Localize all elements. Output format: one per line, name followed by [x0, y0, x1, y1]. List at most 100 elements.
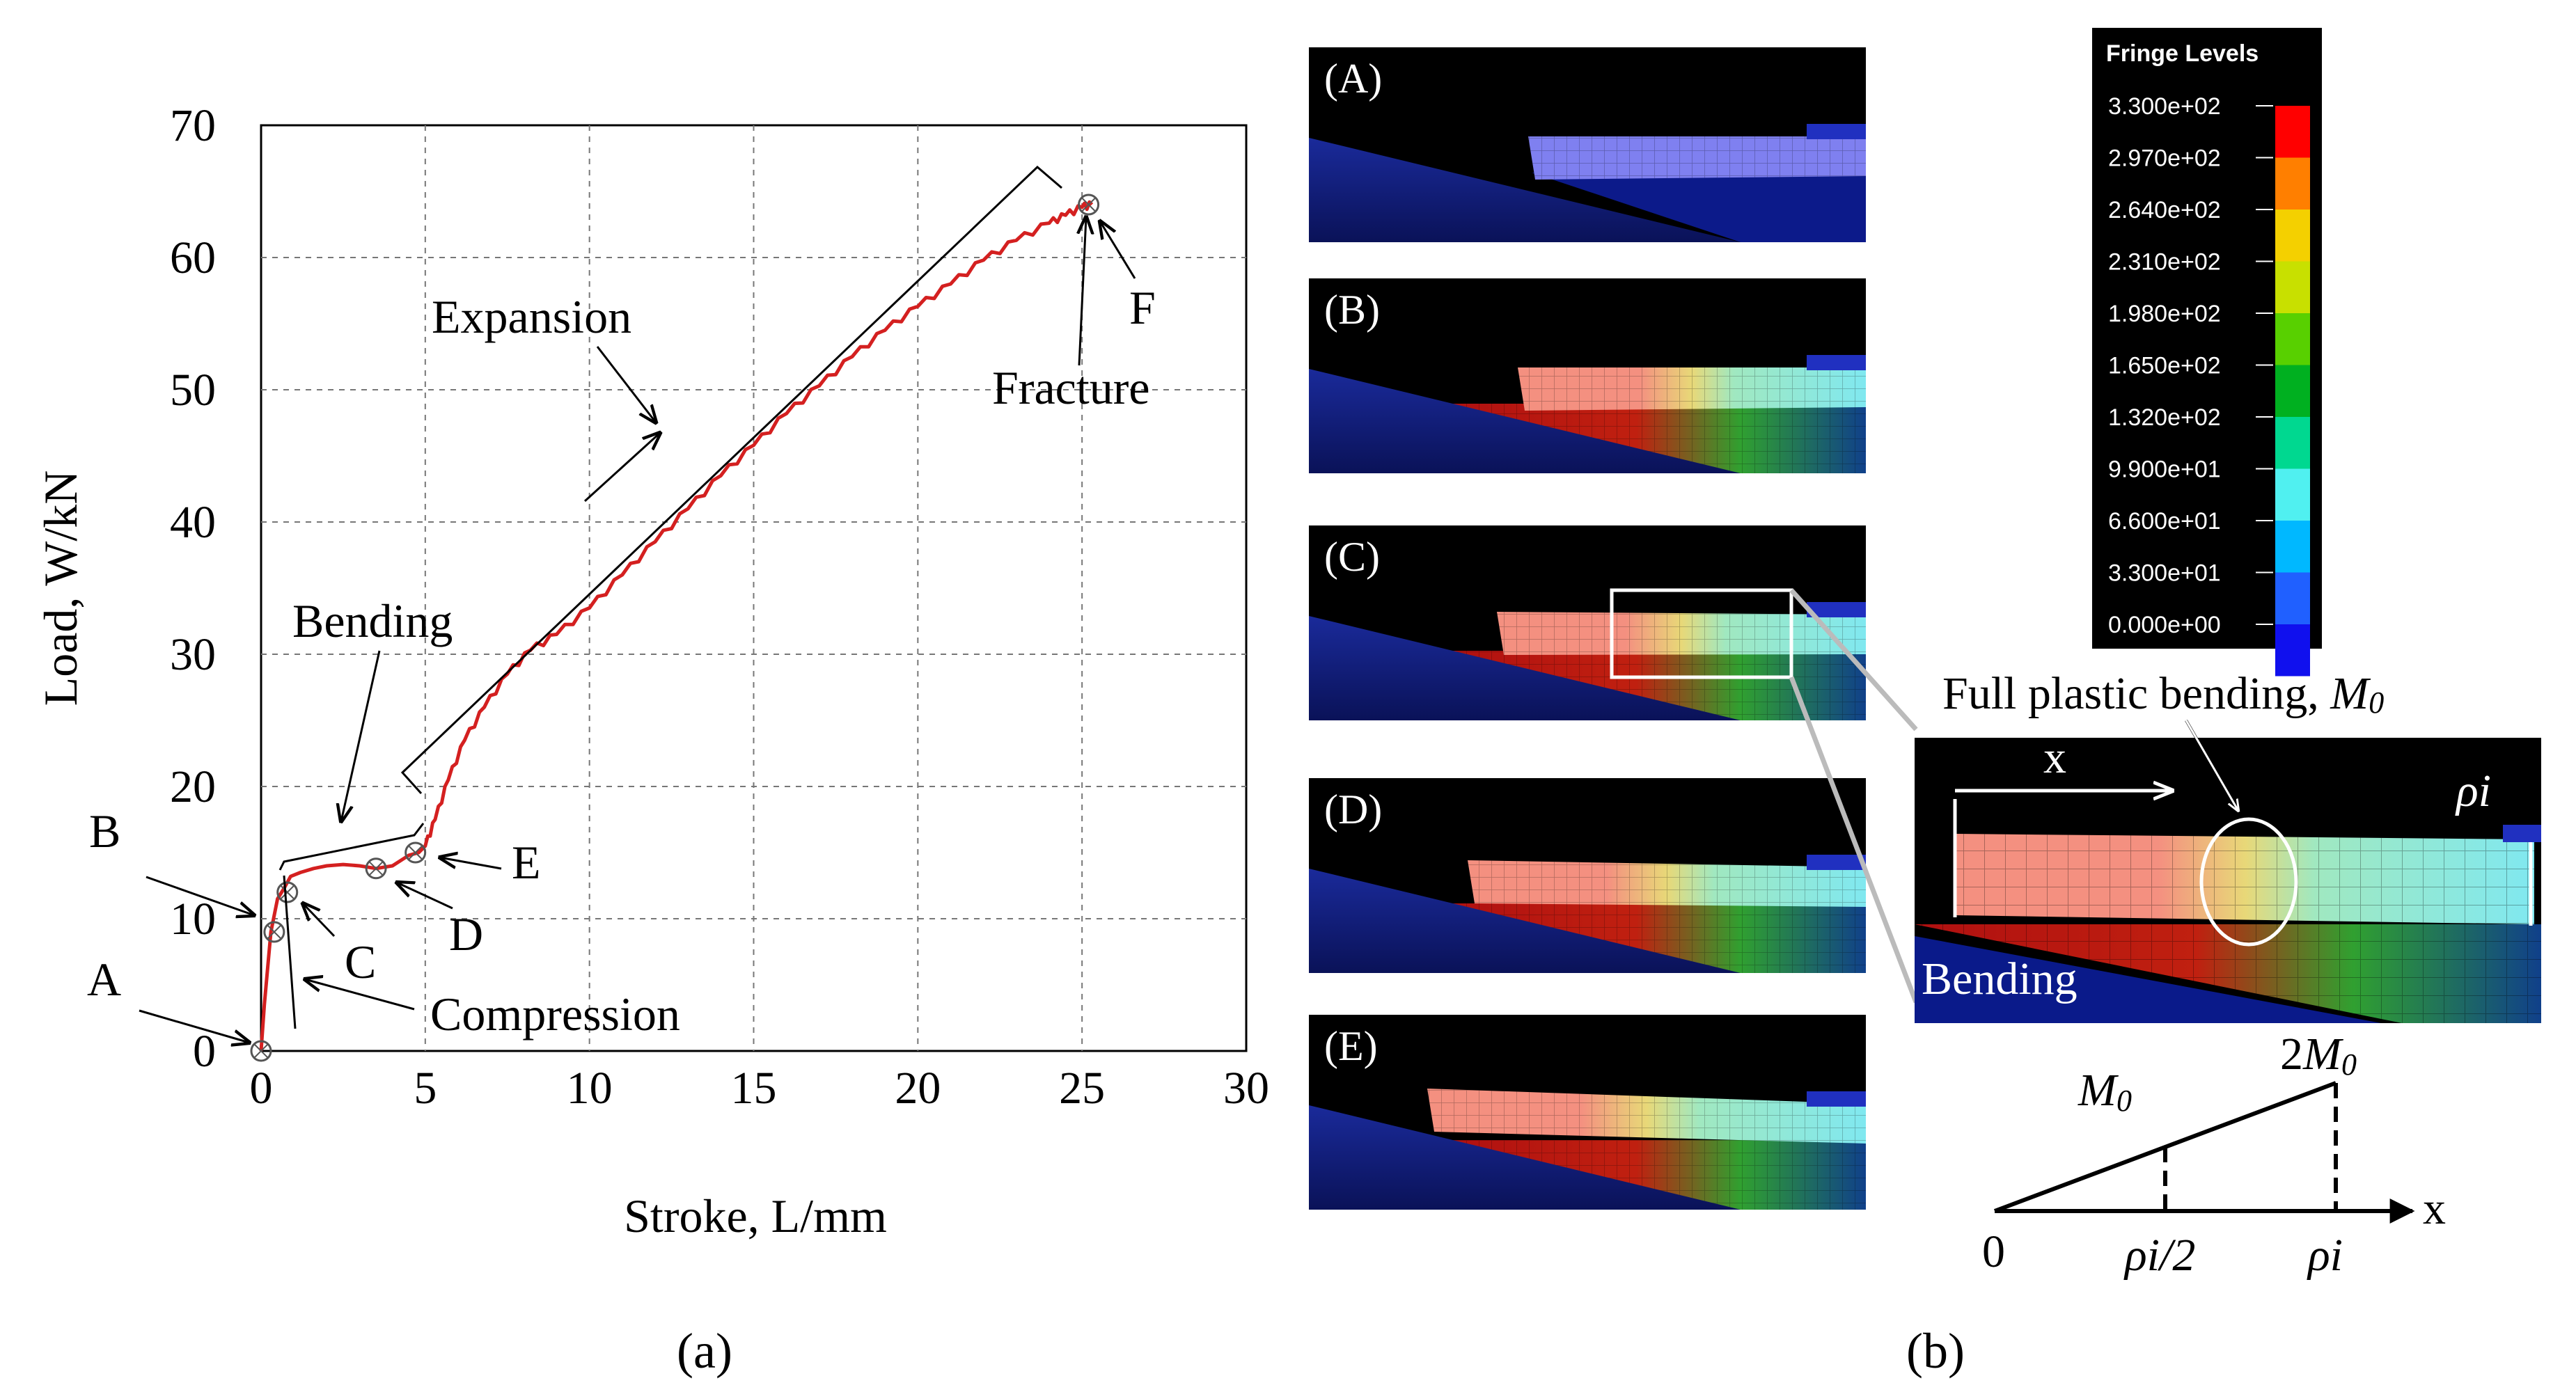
series-line — [259, 200, 1094, 1052]
sim-corner-block — [1807, 355, 1866, 370]
marker-layer — [250, 193, 1100, 1062]
sim-punch — [1309, 869, 1741, 973]
moment-full-label: ρi — [2307, 1230, 2343, 1281]
fringe-legend: Fringe Levels 3.300e+02 2.970e+02 2.640e+0… — [2092, 28, 2322, 677]
detail-bending-label: Bending — [1922, 954, 2078, 1004]
legend-swatch — [2275, 624, 2310, 677]
legend-swatch — [2275, 521, 2310, 573]
legend-level: 1.980e+02 — [2108, 301, 2221, 327]
bending-label: Bending — [292, 594, 453, 647]
y-tick-label: 50 — [170, 365, 216, 416]
sim-punch — [1309, 369, 1741, 473]
legend-swatch — [2275, 365, 2310, 417]
sim-punch — [1309, 138, 1741, 242]
moment-m0-subscript: 0 — [2116, 1084, 2132, 1118]
sim-strip-mesh — [1427, 1089, 1866, 1144]
sim-die-mesh — [1448, 651, 1866, 720]
legend-swatch — [2275, 417, 2310, 469]
detail-title-symbol: M — [2330, 668, 2371, 719]
sim-corner-block — [1807, 1091, 1866, 1107]
detail-plastic-hinge-ellipse — [2199, 817, 2298, 947]
moment-axis-label: x — [2423, 1183, 2446, 1234]
point-d-label: D — [449, 908, 483, 960]
legend-level: 2.970e+02 — [2108, 145, 2221, 172]
point-marker-cross — [281, 885, 294, 899]
sim-die — [1532, 173, 1866, 242]
sim-punch — [1309, 1105, 1741, 1210]
legend-level: 2.310e+02 — [2108, 249, 2221, 276]
legend-level: 1.320e+02 — [2108, 404, 2221, 431]
sim-corner-block — [1807, 602, 1866, 617]
legend-level: 0.000e+00 — [2108, 612, 2221, 638]
legend-items: 3.300e+02 2.970e+02 2.640e+02 2.310e+02 1.98… — [2108, 93, 2310, 677]
x-axis-label: Stroke, L/mm — [624, 1189, 887, 1242]
sim-panel-label: (B) — [1324, 287, 1380, 333]
moment-2m0-label: 2M0 — [2280, 1029, 2357, 1082]
sim-strip-mesh — [1528, 136, 1866, 180]
point-marker-b — [263, 921, 285, 943]
sim-panel-label: (D) — [1324, 786, 1382, 832]
legend-swatch — [2275, 209, 2310, 262]
point-marker-a — [250, 1040, 272, 1062]
point-b-label: B — [89, 805, 120, 857]
point-marker-d — [365, 857, 387, 880]
legend-swatch — [2275, 313, 2310, 365]
expansion-label: Expansion — [432, 290, 631, 343]
detail-strip-mesh — [1956, 834, 2534, 924]
detail-title-subscript: 0 — [2369, 686, 2384, 720]
sim-panel-b: (B) — [1309, 278, 1866, 473]
expansion-arrow — [596, 346, 656, 422]
x-tick-labels: 0 5 10 15 20 25 30 — [250, 1063, 1270, 1114]
zoom-line-top — [1789, 588, 1918, 731]
sim-strip-mesh — [1468, 860, 1866, 907]
panel-b-caption: (b) — [1906, 1323, 1965, 1379]
point-d-arrow — [397, 883, 453, 910]
point-a-arrow — [139, 1009, 249, 1043]
moment-m0-label: M0 — [2078, 1065, 2132, 1118]
detail-hinge-arrow — [2185, 720, 2238, 811]
point-marker-f — [1078, 193, 1100, 216]
point-marker-cross — [408, 846, 423, 860]
sim-strip-mesh — [1497, 612, 1866, 655]
point-f-label: F — [1129, 281, 1156, 334]
expansion-bracket — [400, 165, 1062, 795]
legend-title: Fringe Levels — [2106, 40, 2259, 67]
sim-panel-c: (C) — [1309, 525, 1866, 720]
y-tick-labels: 0 10 20 30 40 50 60 70 — [170, 100, 216, 1077]
sim-panel-e: (E) — [1309, 1015, 1866, 1210]
panel-a-caption: (a) — [677, 1323, 732, 1379]
legend-level: 9.900e+01 — [2108, 457, 2221, 483]
legend-level: 1.650e+02 — [2108, 353, 2221, 379]
moment-origin-label: 0 — [1982, 1226, 2005, 1277]
point-c-label: C — [345, 935, 376, 988]
point-marker-cross — [267, 925, 281, 939]
detail-view: Full plastic bending, M0 x ρi Bending — [1915, 668, 2541, 1023]
moment-2m0-subscript: 0 — [2341, 1047, 2357, 1082]
legend-swatch — [2275, 572, 2310, 624]
fracture-arrow — [1079, 217, 1086, 366]
legend-swatch — [2275, 106, 2310, 158]
simulation-panels: (A) (B) (C) (D) (E) — [1309, 47, 1866, 1210]
point-marker-cross — [369, 862, 383, 876]
sim-panel-label: (C) — [1324, 534, 1380, 580]
compression-bracket — [283, 875, 297, 1029]
sim-corner-block — [1807, 855, 1866, 870]
series-layer — [259, 200, 1094, 1052]
point-c-arrow — [303, 903, 336, 938]
point-marker-cross — [254, 1044, 268, 1058]
y-tick-label: 40 — [170, 497, 216, 548]
y-tick-label: 30 — [170, 629, 216, 680]
x-tick-label: 10 — [567, 1063, 613, 1114]
sim-punch — [1309, 616, 1741, 720]
x-tick-label: 20 — [895, 1063, 941, 1114]
x-tick-label: 15 — [731, 1063, 777, 1114]
sim-die-mesh — [1448, 1140, 1866, 1210]
x-tick-label: 25 — [1059, 1063, 1105, 1114]
point-marker-e — [405, 841, 427, 864]
legend-swatch — [2275, 468, 2310, 521]
expansion-arrow-a — [583, 433, 660, 503]
legend-level: 2.640e+02 — [2108, 197, 2221, 223]
point-e-label: E — [512, 836, 541, 889]
